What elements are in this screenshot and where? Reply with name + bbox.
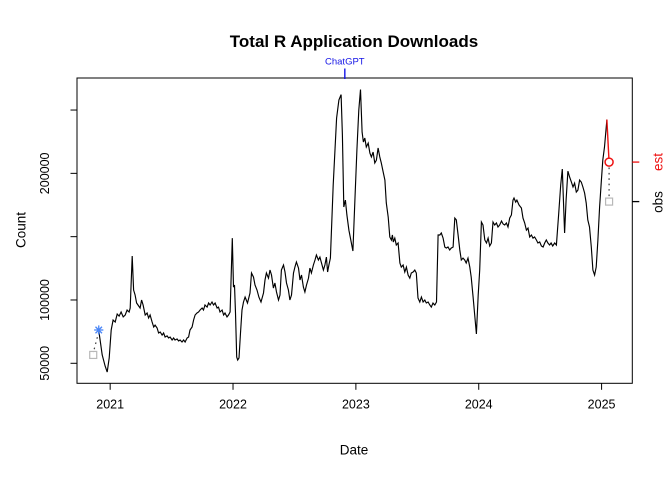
start-connector-dotted	[92, 331, 100, 354]
chart-title: Total R Application Downloads	[229, 32, 479, 51]
y-tick-label: 100000	[38, 279, 52, 321]
x-tick-label: 2021	[96, 397, 124, 411]
end-obs-square-marker	[604, 197, 614, 206]
x-tick-label: 2024	[465, 397, 493, 411]
annotation-label: ChatGPT	[325, 56, 365, 68]
series-line	[98, 89, 608, 373]
start-est-asterisk-marker	[95, 326, 103, 334]
right-label-obs: obs	[650, 190, 666, 213]
y-tick-label: 50000	[38, 346, 52, 381]
y-tick-label: 200000	[38, 152, 52, 194]
end-est-line	[606, 119, 610, 163]
end-est-circle-marker	[604, 157, 614, 167]
x-tick-label: 2025	[588, 397, 616, 411]
plot-box	[76, 77, 633, 384]
x-tick-label: 2023	[342, 397, 370, 411]
x-tick-label: 2022	[219, 397, 247, 411]
y-axis-label: Count	[13, 211, 29, 249]
x-axis-label: Date	[339, 442, 369, 458]
right-label-est: est	[650, 153, 666, 172]
start-obs-square-marker	[89, 350, 98, 360]
